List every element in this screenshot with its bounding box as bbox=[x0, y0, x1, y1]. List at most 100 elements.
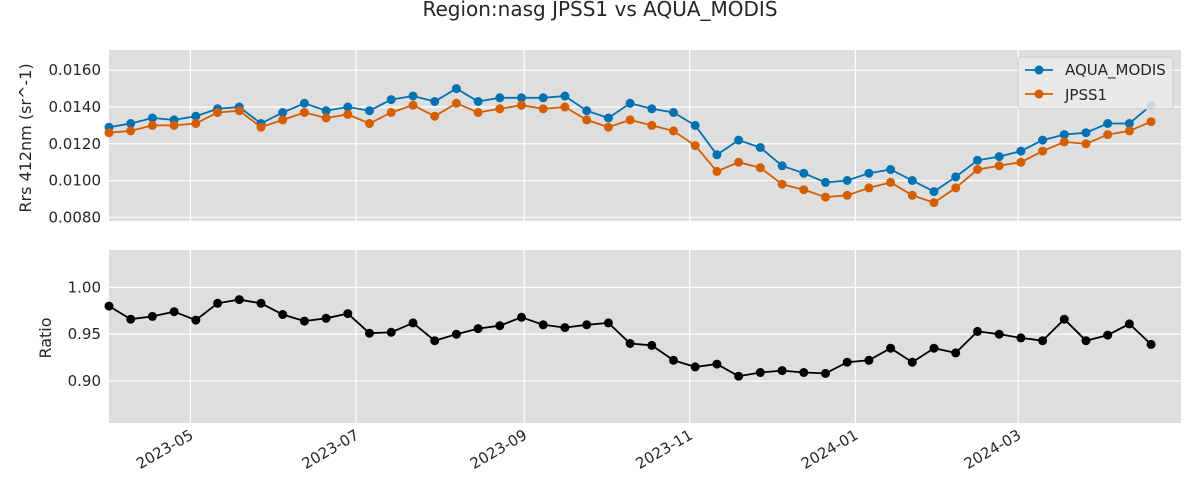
bottom-data-point bbox=[147, 311, 157, 321]
top-data-point bbox=[126, 119, 136, 128]
top-data-point bbox=[1016, 146, 1026, 156]
x-tick-label: 2023-07 bbox=[299, 426, 362, 473]
top-data-point bbox=[473, 97, 483, 106]
top-data-point bbox=[625, 98, 635, 108]
bottom-data-point bbox=[1146, 339, 1156, 349]
top-data-point bbox=[191, 111, 201, 121]
bottom-data-point bbox=[365, 328, 374, 338]
bottom-data-point bbox=[1103, 330, 1113, 340]
top-data-point bbox=[1059, 130, 1069, 140]
bottom-data-point bbox=[1038, 336, 1048, 346]
bottom-data-point bbox=[560, 323, 570, 333]
top-data-point bbox=[1059, 137, 1069, 147]
top-data-point bbox=[951, 172, 961, 182]
top-panel: 0.0080 0.0100 0.0120 0.0140 0.0160 Rrs 412nm… bbox=[16, 50, 1181, 226]
top-data-point bbox=[1081, 128, 1091, 138]
bottom-data-point bbox=[278, 310, 288, 319]
bottom-y-tick-label: 1.00 bbox=[68, 278, 101, 296]
bottom-data-point bbox=[126, 314, 136, 324]
bottom-data-point bbox=[1081, 336, 1091, 346]
bottom-data-point bbox=[473, 324, 483, 334]
top-data-point bbox=[799, 168, 809, 178]
top-y-tick-label: 0.0080 bbox=[49, 208, 102, 226]
top-data-point bbox=[538, 104, 548, 114]
top-data-point bbox=[603, 113, 613, 123]
top-data-point bbox=[690, 141, 700, 151]
bottom-data-point bbox=[994, 329, 1004, 339]
top-data-point bbox=[365, 119, 374, 128]
legend-marker-aqua bbox=[1034, 65, 1044, 75]
top-data-point bbox=[343, 102, 353, 112]
top-y-ticks: 0.0080 0.0100 0.0120 0.0140 0.0160 bbox=[49, 61, 102, 226]
top-data-point bbox=[213, 108, 223, 117]
top-data-point bbox=[669, 108, 678, 117]
bottom-data-point bbox=[734, 371, 744, 381]
top-data-point bbox=[929, 198, 939, 208]
top-data-point bbox=[321, 106, 331, 116]
bottom-data-point bbox=[625, 339, 635, 348]
bottom-data-point bbox=[1059, 314, 1069, 324]
top-data-point bbox=[278, 108, 288, 117]
top-data-point bbox=[603, 122, 613, 132]
bottom-data-point bbox=[669, 355, 678, 365]
bottom-data-point bbox=[1016, 333, 1026, 343]
top-data-point bbox=[647, 120, 657, 130]
top-data-point bbox=[994, 161, 1004, 171]
top-data-point bbox=[169, 120, 179, 130]
bottom-data-point bbox=[821, 368, 830, 378]
top-data-point bbox=[1038, 135, 1048, 145]
top-data-point bbox=[147, 120, 157, 130]
top-data-point bbox=[1103, 119, 1113, 128]
bottom-data-point bbox=[256, 298, 266, 308]
top-data-point bbox=[582, 115, 592, 125]
bottom-y-tick-label: 0.95 bbox=[68, 325, 101, 343]
legend-label-jpss1: JPSS1 bbox=[1064, 86, 1107, 104]
top-y-tick-label: 0.0120 bbox=[49, 135, 102, 153]
bottom-y-axis-label: Ratio bbox=[36, 317, 55, 358]
bottom-data-point bbox=[973, 326, 982, 336]
top-data-point bbox=[365, 106, 374, 116]
top-data-point bbox=[191, 119, 201, 128]
top-data-point bbox=[907, 190, 917, 200]
top-data-point bbox=[734, 135, 744, 145]
legend-marker-jpss1 bbox=[1034, 89, 1044, 99]
bottom-data-point bbox=[517, 312, 526, 322]
top-data-point bbox=[538, 93, 548, 103]
bottom-data-point bbox=[321, 313, 331, 323]
top-data-point bbox=[886, 177, 896, 187]
top-y-tick-label: 0.0100 bbox=[49, 172, 102, 190]
top-data-point bbox=[1038, 146, 1048, 156]
top-data-point bbox=[430, 111, 440, 121]
top-data-point bbox=[712, 150, 722, 160]
top-data-point bbox=[126, 126, 136, 136]
bottom-data-point bbox=[799, 368, 809, 377]
top-series-group bbox=[104, 84, 1156, 208]
top-data-point bbox=[1124, 119, 1134, 128]
x-tick-label: 2023-11 bbox=[633, 426, 696, 473]
x-tick-label: 2024-03 bbox=[961, 426, 1024, 473]
bottom-data-point bbox=[1124, 319, 1134, 329]
chart-title: Region:nasg JPSS1 vs AQUA_MODIS bbox=[422, 0, 777, 21]
top-data-point bbox=[821, 177, 830, 187]
top-data-point bbox=[1081, 139, 1091, 149]
top-data-point bbox=[973, 155, 982, 165]
x-tick-label: 2023-09 bbox=[467, 426, 530, 473]
top-data-point bbox=[473, 108, 483, 117]
top-data-point bbox=[582, 106, 592, 116]
top-data-point bbox=[1124, 126, 1134, 136]
top-data-point bbox=[712, 166, 722, 176]
top-data-point bbox=[408, 100, 418, 110]
top-data-point bbox=[690, 120, 700, 130]
bottom-data-point bbox=[495, 321, 505, 331]
top-data-point bbox=[321, 113, 331, 123]
bottom-data-point bbox=[343, 309, 353, 319]
top-data-point bbox=[451, 84, 461, 94]
top-data-point bbox=[1146, 117, 1156, 127]
bottom-data-point bbox=[886, 343, 896, 353]
bottom-data-point bbox=[907, 357, 917, 367]
top-data-point bbox=[560, 91, 570, 101]
bottom-series-group bbox=[104, 295, 1156, 381]
top-data-point bbox=[625, 115, 635, 125]
top-data-point bbox=[343, 109, 353, 119]
